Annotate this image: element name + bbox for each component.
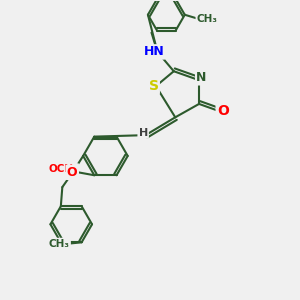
Text: O: O <box>217 104 229 118</box>
Text: HN: HN <box>143 45 164 58</box>
Text: CH₃: CH₃ <box>49 239 70 249</box>
Text: O: O <box>67 166 77 179</box>
Text: OCH₃: OCH₃ <box>48 164 78 174</box>
Text: CH₃: CH₃ <box>196 14 218 24</box>
Text: N: N <box>196 71 207 84</box>
Text: S: S <box>148 79 159 93</box>
Text: H: H <box>139 128 148 138</box>
